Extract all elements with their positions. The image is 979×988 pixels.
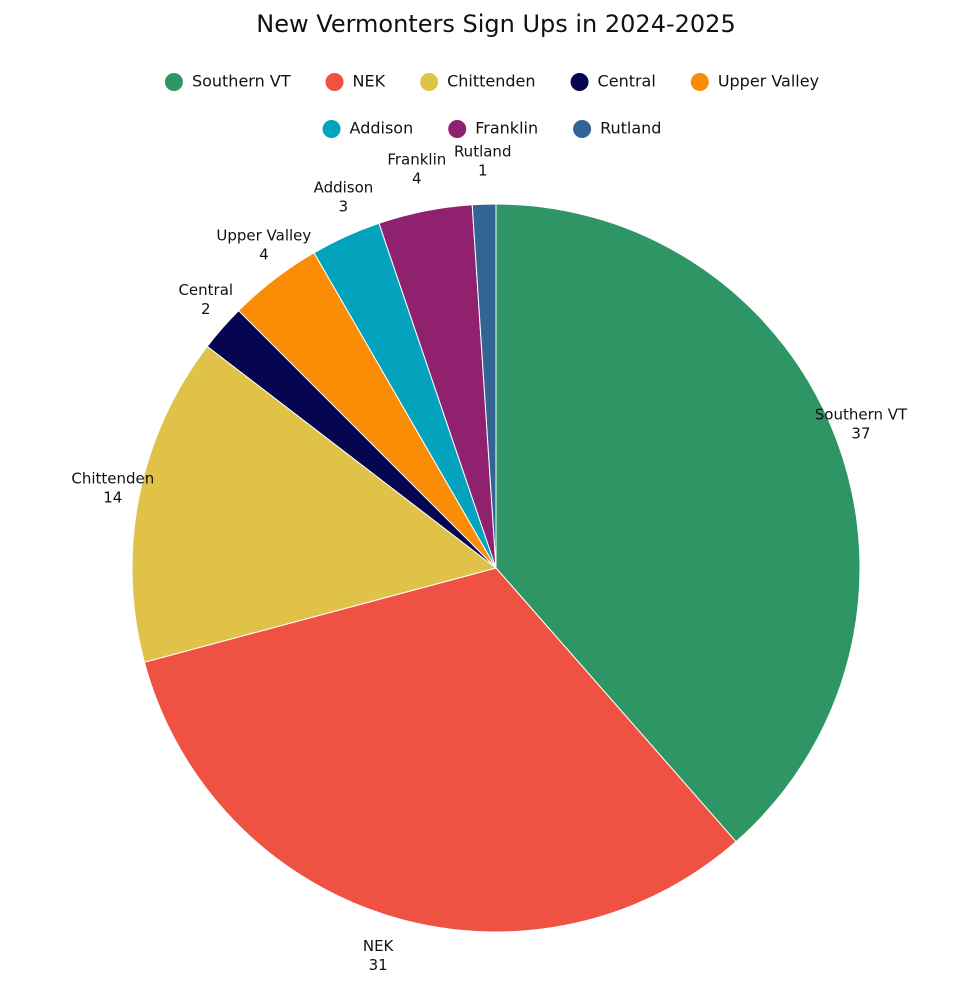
legend-label: Central xyxy=(598,72,656,91)
legend-marker xyxy=(570,73,589,91)
legend-marker xyxy=(690,73,709,91)
pie-slice xyxy=(471,203,497,569)
legend-label: Chittenden xyxy=(447,72,535,91)
slice-value: 31 xyxy=(369,956,388,974)
chart-title: New Vermonters Sign Ups in 2024-2025 xyxy=(256,10,735,38)
slice-label: Southern VT xyxy=(815,405,908,423)
legend-marker xyxy=(164,73,183,91)
legend-marker xyxy=(420,73,439,91)
pie-slice xyxy=(495,203,861,843)
slice-value: 14 xyxy=(103,488,122,506)
legend-label: Rutland xyxy=(600,119,661,138)
slice-label: NEK xyxy=(363,937,395,955)
slice-value: 3 xyxy=(339,198,349,216)
slice-value: 1 xyxy=(478,162,488,180)
slice-value: 4 xyxy=(259,245,269,263)
legend-marker xyxy=(322,120,341,138)
legend-label: Addison xyxy=(350,119,414,138)
legend-marker xyxy=(573,120,592,138)
slice-value: 2 xyxy=(201,300,211,318)
slice-value: 4 xyxy=(412,169,422,187)
legend-label: Upper Valley xyxy=(718,72,819,91)
legend-marker xyxy=(448,120,467,138)
slice-label: Franklin xyxy=(387,150,446,168)
slice-label: Central xyxy=(178,281,233,299)
slice-value: 37 xyxy=(851,424,870,442)
legend-marker xyxy=(325,73,344,91)
slice-label: Upper Valley xyxy=(216,226,311,244)
legend-label: NEK xyxy=(353,72,386,91)
legend-row: Addison Franklin Rutland xyxy=(322,119,661,138)
pie-slice xyxy=(131,345,498,663)
slice-label: Addison xyxy=(314,179,374,197)
pie-slice xyxy=(143,567,737,933)
slice-label: Chittenden xyxy=(71,469,154,487)
legend-label: Franklin xyxy=(475,119,538,138)
slice-label: Rutland xyxy=(454,143,512,161)
legend-row: Southern VT NEK Chittenden Central Upper Val… xyxy=(164,72,819,91)
legend-label: Southern VT xyxy=(192,72,291,91)
